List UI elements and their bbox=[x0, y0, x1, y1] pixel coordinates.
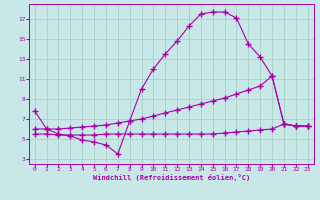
X-axis label: Windchill (Refroidissement éolien,°C): Windchill (Refroidissement éolien,°C) bbox=[92, 174, 250, 181]
